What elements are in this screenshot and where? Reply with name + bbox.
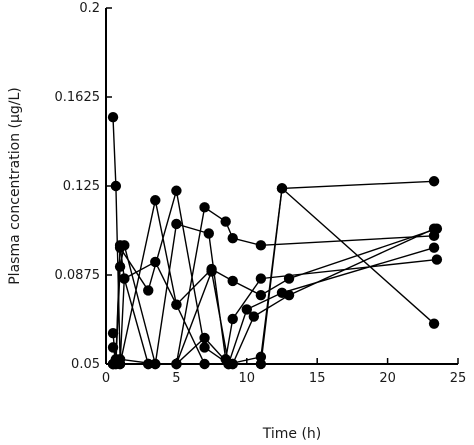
data-point bbox=[199, 342, 210, 353]
data-point bbox=[110, 180, 122, 192]
data-point bbox=[107, 111, 119, 123]
data-point bbox=[255, 289, 267, 301]
data-point bbox=[199, 202, 210, 213]
data-point bbox=[431, 254, 443, 265]
data-point bbox=[171, 185, 182, 196]
data-point bbox=[119, 273, 130, 284]
y-tick-label: 0.1625 bbox=[55, 90, 101, 105]
series-line bbox=[113, 200, 435, 365]
data-point bbox=[150, 195, 161, 206]
data-point bbox=[114, 261, 126, 272]
data-point bbox=[276, 183, 288, 194]
data-point bbox=[206, 263, 217, 275]
data-point bbox=[199, 332, 210, 344]
series-1 bbox=[107, 111, 440, 370]
data-point bbox=[150, 256, 161, 268]
data-point bbox=[227, 275, 238, 287]
data-point bbox=[171, 299, 182, 310]
x-tick-label: 15 bbox=[309, 371, 326, 386]
data-point bbox=[248, 311, 260, 322]
data-point bbox=[143, 285, 154, 296]
data-point bbox=[255, 240, 267, 251]
data-point bbox=[428, 242, 440, 253]
x-tick-label: 5 bbox=[172, 371, 180, 386]
series-3 bbox=[107, 202, 440, 370]
y-tick-label: 0.0875 bbox=[55, 268, 101, 283]
x-axis-title: Time (h) bbox=[262, 426, 322, 442]
series-line bbox=[113, 228, 438, 365]
data-point bbox=[220, 216, 231, 227]
series-6 bbox=[107, 195, 440, 370]
data-point bbox=[107, 327, 119, 339]
data-point bbox=[119, 240, 130, 251]
data-point bbox=[428, 223, 440, 234]
data-point bbox=[276, 287, 288, 298]
data-point bbox=[255, 351, 267, 363]
data-point bbox=[255, 273, 267, 284]
y-tick-label: 0.05 bbox=[71, 357, 100, 372]
x-tick-label: 10 bbox=[239, 371, 256, 386]
y-tick-label: 0.2 bbox=[79, 1, 100, 16]
data-point bbox=[283, 273, 295, 284]
x-tick-label: 20 bbox=[379, 371, 396, 386]
x-tick-label: 25 bbox=[450, 371, 467, 386]
x-tick-label: 0 bbox=[102, 371, 110, 386]
data-point bbox=[241, 304, 252, 315]
data-point bbox=[428, 318, 440, 329]
data-point bbox=[227, 233, 238, 244]
data-point bbox=[428, 176, 440, 187]
series-2 bbox=[107, 176, 440, 370]
y-tick-label: 0.125 bbox=[63, 179, 100, 194]
data-point bbox=[171, 218, 182, 230]
data-point bbox=[203, 228, 214, 239]
y-axis-title: Plasma concentration (µg/L) bbox=[7, 87, 23, 285]
data-point bbox=[107, 342, 119, 353]
series-layer bbox=[107, 111, 443, 370]
ticks-layer: 0.05 0.0875 0.125 0.1625 0.2 0 5 10 15 20 25 bbox=[55, 1, 467, 386]
data-point bbox=[227, 313, 238, 325]
